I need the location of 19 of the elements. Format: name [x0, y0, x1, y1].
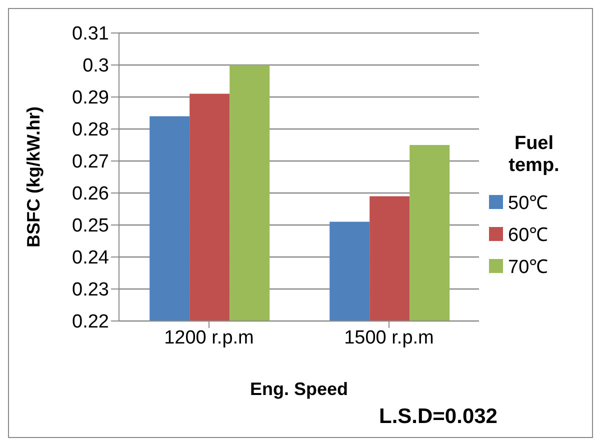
y-axis-title: BSFC (kg/kW.hr) [23, 106, 44, 248]
legend-title: Fuel temp. [508, 133, 560, 177]
legend-label: 70℃ [508, 256, 548, 279]
y-tick-label: 0.26 [72, 184, 109, 205]
x-tick-label: 1200 r.p.m [164, 327, 254, 348]
legend-label: 60℃ [508, 224, 548, 247]
y-tick-label: 0.25 [72, 216, 109, 237]
y-tick-label: 0.27 [72, 152, 109, 173]
y-tick-label: 0.3 [82, 56, 109, 77]
x-tick-label: 1500 r.p.m [344, 327, 434, 348]
y-tick-label: 0.22 [72, 312, 109, 333]
x-axis-title: Eng. Speed [250, 379, 348, 399]
text: L.S.D=0.032 [379, 405, 498, 429]
y-tick-label: 0.23 [72, 280, 109, 301]
y-tick-label: 0.24 [72, 248, 110, 269]
y-tick-label: 0.28 [72, 120, 109, 141]
legend-label: 50℃ [508, 192, 548, 215]
y-tick-label: 0.31 [72, 24, 109, 45]
y-tick-label: 0.29 [72, 88, 109, 109]
